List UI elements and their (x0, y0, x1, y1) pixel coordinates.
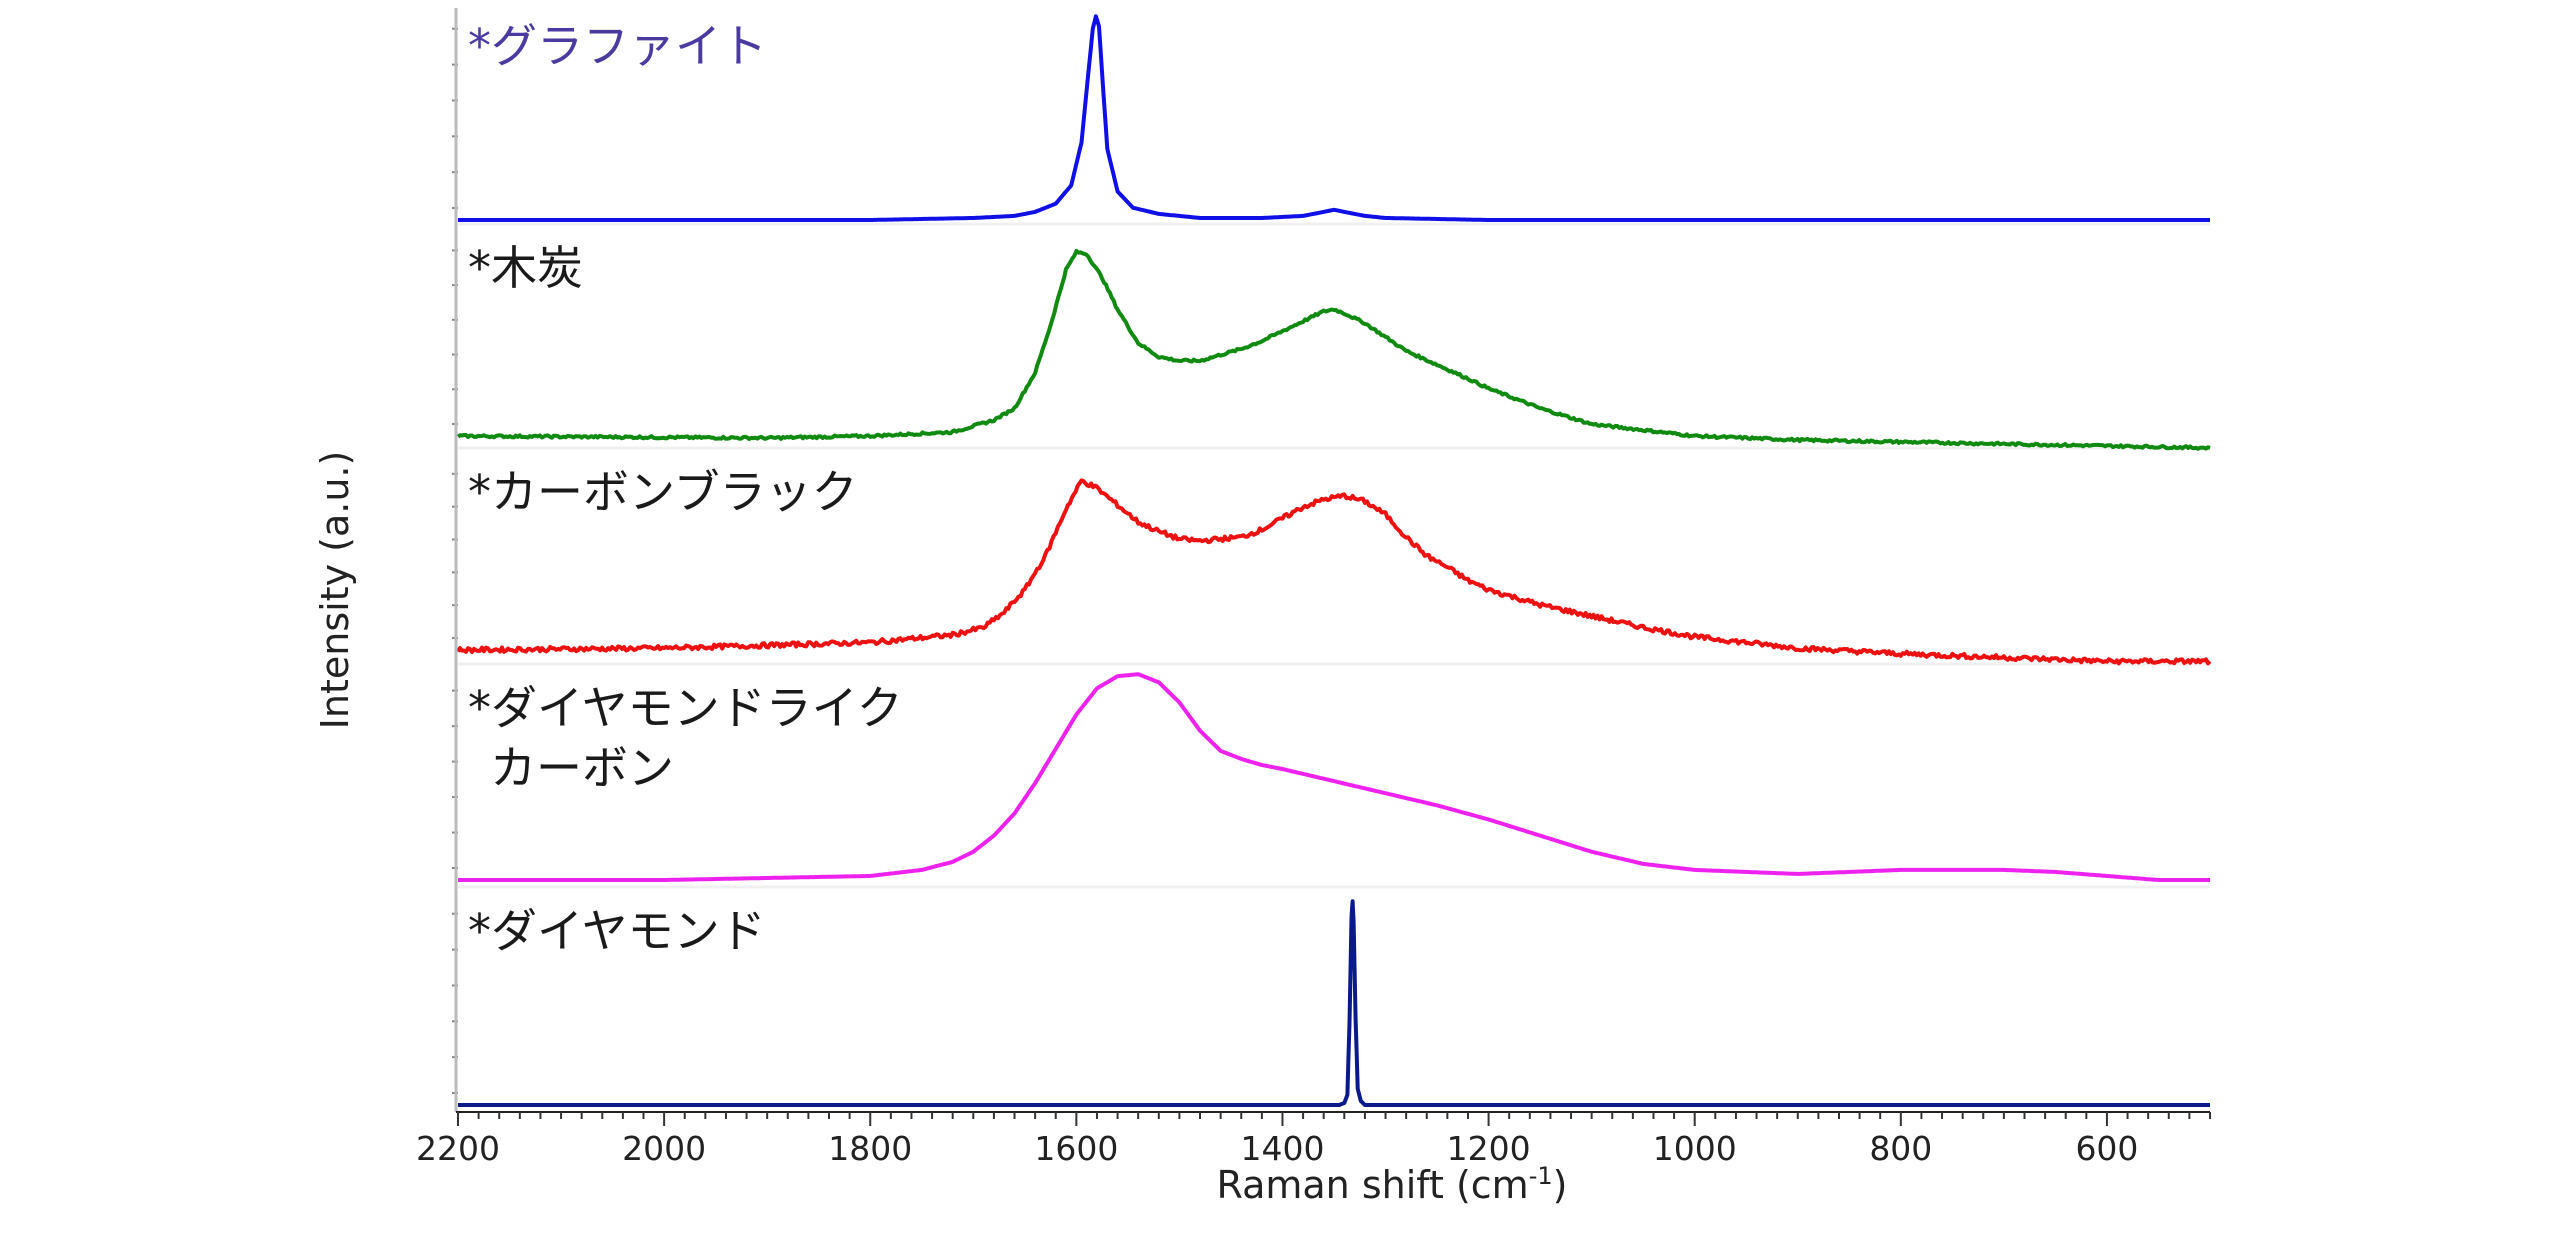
panel-separators (458, 222, 2210, 889)
series-label-1: *グラファイト (468, 19, 767, 73)
series-line-1 (458, 14, 2210, 222)
series-label-line: *ダイヤモンドライク (468, 681, 903, 735)
series-label-line: カーボン (490, 741, 674, 795)
x-tick-label: 1200 (1447, 1129, 1531, 1168)
series-label-line: *木炭 (468, 241, 583, 295)
x-axis-title-main: Raman shift (cm (1217, 1163, 1529, 1207)
series-label-5: *ダイヤモンド (468, 904, 766, 958)
y-axis-title: Intensity (a.u.) (313, 451, 357, 730)
x-tick-label: 1400 (1240, 1129, 1324, 1168)
x-tick-label: 2000 (622, 1129, 706, 1168)
series-line-5 (458, 899, 2210, 1107)
x-tick-label: 1600 (1034, 1129, 1118, 1168)
series-label-3: *カーボンブラック (468, 465, 858, 519)
series-label-line: *カーボンブラック (468, 465, 858, 519)
series-label-line: *ダイヤモンド (468, 904, 766, 958)
series-label-2: *木炭 (468, 241, 583, 295)
x-axis-title-close: ) (1553, 1163, 1568, 1207)
series-labels: *グラファイト *木炭 *カーボンブラック *ダイヤモンドライクカーボン *ダイヤモンド (468, 19, 903, 958)
series-label-4: *ダイヤモンドライクカーボン (468, 681, 903, 795)
spectrum-lines (456, 14, 2212, 1107)
x-tick-label: 1800 (828, 1129, 912, 1168)
x-tick-label: 800 (1869, 1129, 1932, 1168)
series-line-3 (456, 478, 2212, 666)
x-axis-title: Raman shift (cm-1) (1217, 1162, 1568, 1207)
x-axis-title-superscript: -1 (1529, 1162, 1553, 1190)
series-label-line: *グラファイト (468, 19, 767, 73)
series-line-4 (458, 672, 2210, 882)
x-tick-label: 1000 (1653, 1129, 1737, 1168)
x-tick-label: 600 (2075, 1129, 2138, 1168)
axes (454, 8, 2210, 1113)
x-axis-ticks: 2200 2000 1800 1600 1400 1200 1000 800 600 (416, 1112, 2211, 1168)
series-line-2 (456, 248, 2211, 451)
x-tick-label: 2200 (416, 1129, 500, 1168)
